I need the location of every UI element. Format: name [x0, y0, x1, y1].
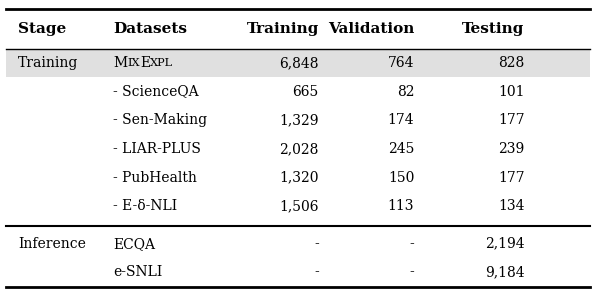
- Text: 245: 245: [388, 142, 414, 156]
- Bar: [6, 106, 590, 135]
- Text: e-SNLI: e-SNLI: [113, 265, 163, 279]
- Text: - E-δ-NLI: - E-δ-NLI: [113, 199, 178, 213]
- Text: 665: 665: [293, 85, 319, 98]
- Text: 2,194: 2,194: [485, 237, 524, 251]
- Text: -: -: [314, 237, 319, 251]
- Text: -: -: [314, 265, 319, 279]
- Text: 1,320: 1,320: [280, 171, 319, 185]
- Text: 1,506: 1,506: [280, 199, 319, 213]
- Text: IX: IX: [128, 58, 140, 68]
- Text: E: E: [140, 56, 150, 70]
- Text: XPL: XPL: [150, 58, 173, 68]
- Text: - LIAR-PLUS: - LIAR-PLUS: [113, 142, 201, 156]
- Text: Datasets: Datasets: [113, 22, 187, 36]
- Text: Inference: Inference: [18, 237, 86, 251]
- Text: 150: 150: [388, 171, 414, 185]
- Text: 177: 177: [498, 171, 524, 185]
- Bar: [6, 49, 590, 77]
- Text: Training: Training: [18, 56, 78, 70]
- Text: Validation: Validation: [328, 22, 414, 36]
- Text: 9,184: 9,184: [485, 265, 524, 279]
- Text: Training: Training: [247, 22, 319, 36]
- Bar: [6, 258, 590, 287]
- Text: 174: 174: [387, 113, 414, 127]
- Text: 1,329: 1,329: [280, 113, 319, 127]
- Text: ECQA: ECQA: [113, 237, 155, 251]
- Text: 177: 177: [498, 113, 524, 127]
- Text: - ScienceQA: - ScienceQA: [113, 85, 199, 98]
- Text: 113: 113: [388, 199, 414, 213]
- Bar: [6, 135, 590, 163]
- Text: 828: 828: [498, 56, 524, 70]
- Text: -: -: [409, 237, 414, 251]
- Text: - Sen-Making: - Sen-Making: [113, 113, 207, 127]
- Text: 82: 82: [397, 85, 414, 98]
- Text: 134: 134: [498, 199, 524, 213]
- Text: - PubHealth: - PubHealth: [113, 171, 197, 185]
- Text: 764: 764: [388, 56, 414, 70]
- Text: -: -: [409, 265, 414, 279]
- Text: 101: 101: [498, 85, 524, 98]
- Bar: [6, 77, 590, 106]
- Bar: [6, 229, 590, 258]
- Text: M: M: [113, 56, 128, 70]
- Text: 6,848: 6,848: [280, 56, 319, 70]
- Text: 239: 239: [498, 142, 524, 156]
- Bar: [6, 163, 590, 192]
- Text: Testing: Testing: [462, 22, 524, 36]
- Bar: [6, 192, 590, 221]
- Text: 2,028: 2,028: [280, 142, 319, 156]
- Text: Stage: Stage: [18, 22, 66, 36]
